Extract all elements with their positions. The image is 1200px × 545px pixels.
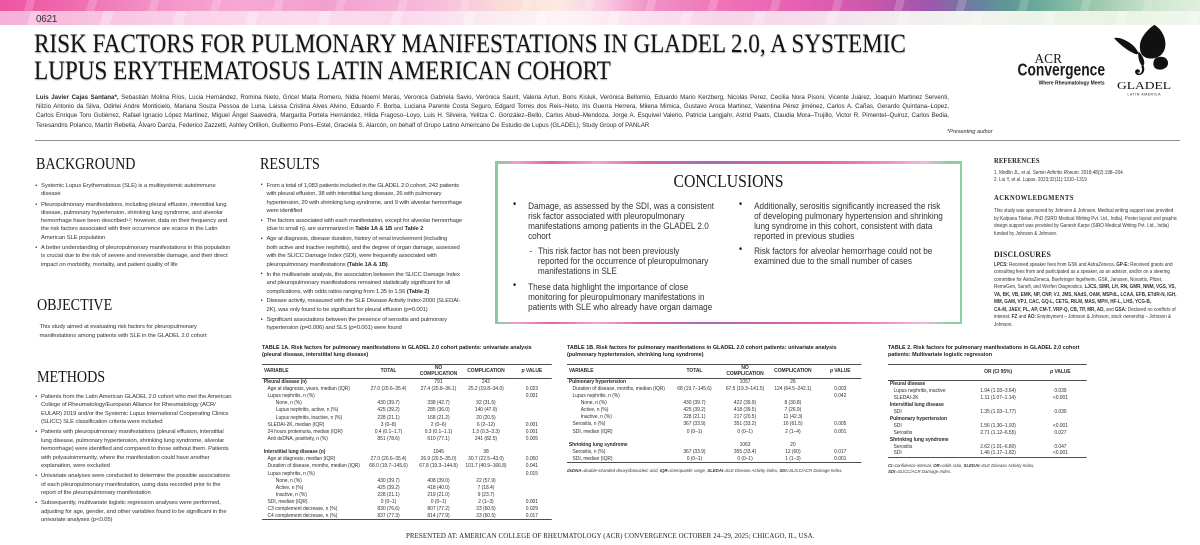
svg-text:LATIN AMERICA: LATIN AMERICA	[1128, 93, 1162, 97]
svg-text:Where Rheumatology Meets: Where Rheumatology Meets	[1039, 81, 1105, 87]
svg-text:ACR: ACR	[1035, 51, 1063, 66]
svg-text:Convergence: Convergence	[1018, 60, 1106, 80]
svg-text:GLADEL: GLADEL	[1117, 81, 1171, 92]
